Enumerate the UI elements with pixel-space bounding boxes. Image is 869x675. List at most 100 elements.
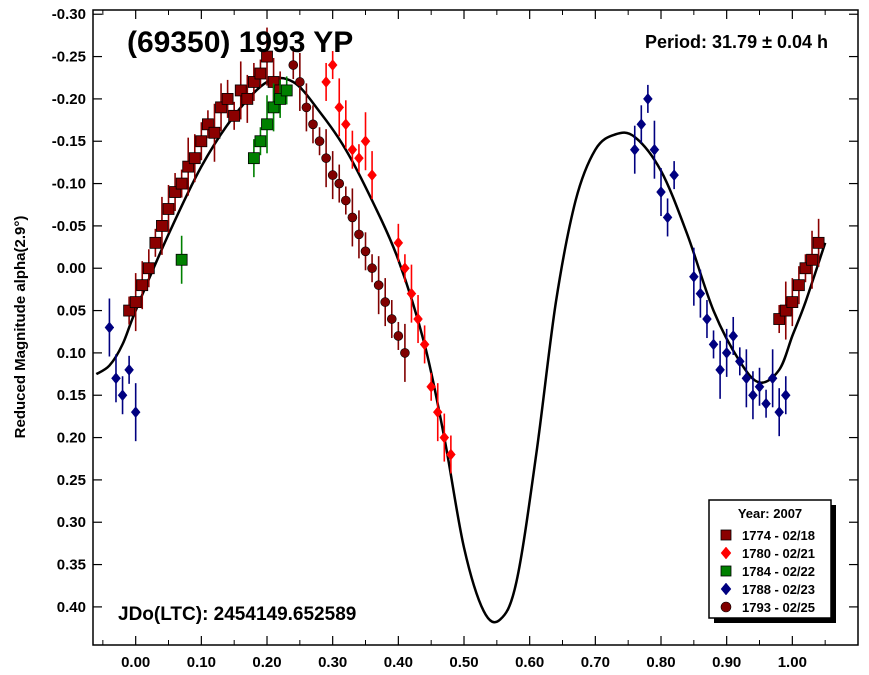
fit-curve-layer <box>95 76 827 624</box>
data-point <box>773 313 786 325</box>
data-point <box>267 101 280 114</box>
data-point <box>123 304 136 317</box>
epoch-label: JDo(LTC): 2454149.652589 <box>118 604 356 625</box>
data-point <box>721 347 732 359</box>
data-point <box>241 93 254 105</box>
legend-marker <box>720 565 732 577</box>
data-point <box>280 84 293 97</box>
data-point <box>360 246 371 257</box>
data-point <box>629 143 640 156</box>
x-tick-label: 0.20 <box>252 654 281 671</box>
data-point <box>301 102 312 113</box>
y-tick-label: 0.20 <box>57 430 86 447</box>
data-point <box>741 372 752 385</box>
data-point <box>812 236 825 249</box>
fit-curve <box>95 76 827 624</box>
x-tick-label: 0.30 <box>318 654 347 671</box>
data-point <box>221 93 234 105</box>
data-point <box>130 406 141 419</box>
x-tick-label: 0.50 <box>449 654 478 671</box>
x-tick-label: 0.70 <box>581 654 610 671</box>
data-point <box>432 406 443 419</box>
data-point <box>254 135 267 148</box>
data-point <box>662 211 673 224</box>
data-point <box>779 304 792 317</box>
data-point <box>354 152 364 165</box>
axis-ticks <box>93 10 858 645</box>
data-point <box>806 253 818 266</box>
y-axis-label: Reduced Magnitude alpha(2.9°) <box>12 216 29 439</box>
data-point <box>426 380 436 393</box>
data-point <box>175 253 188 266</box>
data-point <box>754 380 765 393</box>
data-point <box>406 287 417 300</box>
data-point <box>728 330 739 342</box>
x-tick-label: 0.00 <box>121 654 150 671</box>
y-tick-label: 0.15 <box>57 387 86 404</box>
data-point <box>439 431 450 444</box>
y-tick-label: -0.30 <box>52 6 86 23</box>
legend-marker <box>720 582 732 596</box>
data-point <box>308 119 318 130</box>
data-point <box>334 178 345 189</box>
y-tick-label: -0.15 <box>52 133 86 150</box>
data-point <box>334 101 345 114</box>
data-point <box>261 118 273 131</box>
data-point <box>149 236 162 249</box>
legend: Year: 2007 1774 - 02/18 1780 - 02/21 1784 … <box>708 499 836 623</box>
data-point <box>234 84 247 97</box>
y-tick-label: -0.20 <box>52 91 86 108</box>
data-point <box>188 152 201 165</box>
data-point <box>669 169 679 181</box>
data-point <box>261 50 273 63</box>
y-tick-label: 0.25 <box>57 472 86 489</box>
y-tick-label: -0.25 <box>52 49 86 66</box>
y-tick-label: 0.35 <box>57 557 86 574</box>
data-point <box>175 177 188 190</box>
y-tick-label: -0.10 <box>52 176 86 193</box>
data-point <box>314 136 325 147</box>
y-tick-label: 0.00 <box>57 260 86 277</box>
data-point <box>400 262 410 275</box>
data-point <box>321 153 331 163</box>
data-point <box>767 372 778 385</box>
x-tick-label: 0.80 <box>646 654 675 671</box>
chart-title: (69350) 1993 YP <box>127 26 353 59</box>
y-tick-label: -0.05 <box>52 218 86 235</box>
data-point <box>367 263 377 274</box>
data-point <box>636 118 647 131</box>
data-point <box>715 363 725 376</box>
data-point <box>643 93 653 105</box>
data-point <box>748 389 758 402</box>
x-tick-label: 0.40 <box>384 654 413 671</box>
data-point <box>419 338 430 351</box>
period-label: Period: 31.79 ± 0.04 h <box>645 32 828 52</box>
data-point <box>274 93 287 105</box>
data-point <box>373 280 384 290</box>
data-point <box>774 406 785 419</box>
data-point <box>689 270 699 283</box>
data-point <box>786 296 799 309</box>
data-point <box>367 169 377 181</box>
data-point <box>247 76 260 88</box>
data-point <box>156 219 168 232</box>
data-point <box>136 279 149 292</box>
x-tick-label: 0.10 <box>187 654 216 671</box>
data-point <box>111 372 121 385</box>
data-point <box>321 76 331 88</box>
data-point <box>247 152 260 165</box>
x-tick-label: 0.60 <box>515 654 544 671</box>
data-point <box>780 389 791 402</box>
data-point <box>793 279 805 292</box>
data-point <box>360 135 371 148</box>
data-point <box>295 77 305 87</box>
data-point <box>142 262 155 275</box>
axis-tick-labels: 0.00 0.10 0.20 0.30 0.40 0.50 0.60 0.70 0.80 0.90… <box>52 6 807 671</box>
legend-entry-label: 1780 - 02/21 <box>742 546 815 561</box>
data-points-layer <box>104 27 825 474</box>
legend-entry-label: 1784 - 02/22 <box>742 564 815 579</box>
data-point <box>380 297 391 307</box>
legend-marker <box>720 546 732 560</box>
data-point <box>708 338 719 351</box>
